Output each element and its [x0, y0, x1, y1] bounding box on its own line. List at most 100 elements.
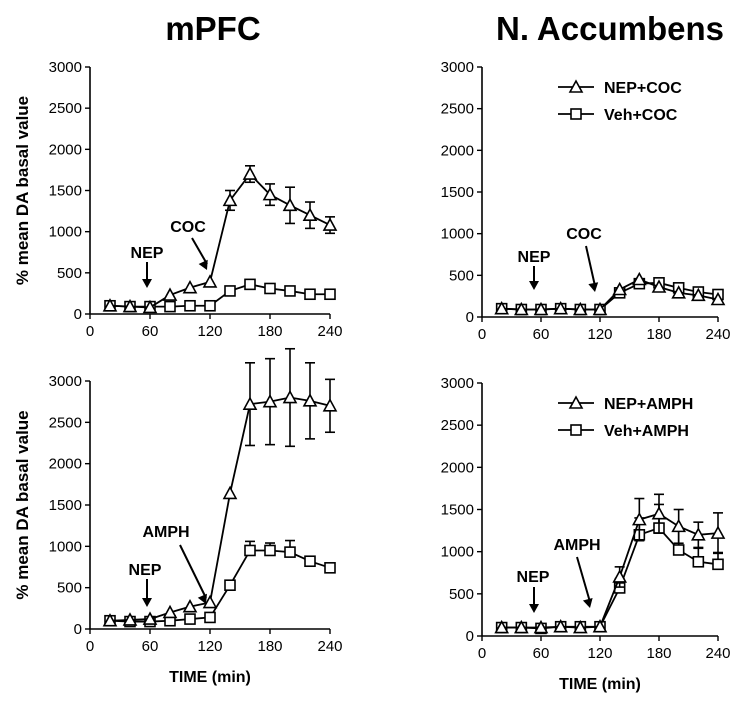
triangle-marker [631, 511, 647, 526]
x-tick-label: 0 [478, 326, 486, 343]
legend-triangle-marker [568, 79, 584, 93]
triangle-marker [282, 389, 298, 404]
annotation-arrow-head [529, 281, 539, 290]
annotation-label: AMPH [553, 537, 600, 554]
annotation-label: NEP [131, 245, 164, 262]
y-tick-label: 2000 [49, 141, 82, 158]
y-axis-label: % mean DA basal value [13, 96, 32, 285]
square-marker [244, 278, 256, 291]
legend-label: Veh+AMPH [604, 423, 689, 440]
annotation-nep: NEP [518, 249, 551, 290]
triangle-marker [553, 619, 569, 633]
y-tick-label: 1500 [49, 183, 82, 200]
series-triangle [102, 347, 338, 627]
annotation-arrow-head [582, 598, 593, 608]
annotation-label: COC [170, 219, 206, 236]
series-nep-amph [494, 493, 726, 634]
x-tick-label: 60 [142, 638, 159, 655]
y-tick-label: 2500 [49, 100, 82, 117]
series-nep-coc [494, 271, 726, 316]
legend: NEP+AMPH Veh+AMPH [558, 395, 693, 440]
x-axis-label: TIME (min) [169, 669, 251, 686]
triangle-marker [612, 569, 628, 583]
legend-label: NEP+COC [604, 80, 682, 97]
triangle-marker [710, 291, 726, 306]
triangle-marker [242, 166, 258, 180]
y-tick-label: 0 [466, 309, 474, 326]
panel-mPFC-cocaine: 0 500 1000 1500 2000 2500 3000 0 60 120 180 240 % me… [13, 59, 343, 340]
annotation-coc: COC [566, 226, 602, 292]
triangle-marker [102, 613, 118, 627]
legend: NEP+COC Veh+COC [558, 79, 682, 124]
triangle-marker [322, 398, 338, 412]
triangle-marker [222, 485, 238, 500]
series-square [104, 539, 336, 628]
triangle-marker [690, 287, 706, 302]
triangle-marker [671, 518, 687, 533]
triangle-marker [631, 271, 647, 286]
x-tick-label: 180 [646, 645, 671, 662]
x-axis-label: TIME (min) [559, 676, 641, 693]
triangle-marker [710, 525, 726, 539]
annotation-nep: NEP [131, 245, 164, 288]
series-triangle [102, 165, 338, 314]
panels: 0 500 1000 1500 2000 2500 3000 0 60 120 180 240 % me… [13, 59, 731, 693]
triangle-marker [572, 301, 588, 316]
square-marker [164, 300, 176, 313]
annotation-amph: AMPH [553, 537, 601, 608]
triangle-marker [592, 619, 608, 633]
series-line [109, 172, 331, 309]
series-line [109, 283, 330, 308]
y-tick-label: 1000 [441, 226, 474, 243]
triangle-marker [202, 594, 218, 609]
triangle-marker [322, 217, 338, 231]
triangle-marker [242, 396, 258, 410]
triangle-marker [651, 279, 667, 293]
triangle-marker [262, 393, 278, 408]
square-marker [324, 288, 336, 301]
x-tick-label: 60 [533, 326, 550, 343]
triangle-marker [671, 285, 687, 299]
triangle-marker [651, 506, 667, 520]
x-tick-label: 180 [646, 326, 671, 343]
x-tick-label: 0 [478, 645, 486, 662]
triangle-marker [102, 298, 118, 312]
panel-mPFC-amphetamine: 0 500 1000 1500 2000 2500 3000 0 60 120 180 240 % me… [13, 347, 343, 686]
triangle-marker [182, 599, 198, 613]
legend-triangle-marker [568, 395, 584, 409]
y-tick-label: 1000 [441, 544, 474, 561]
triangle-marker [572, 619, 588, 634]
annotation-coc: COC [170, 219, 208, 270]
annotation-nep: NEP [129, 562, 162, 607]
square-marker [204, 299, 216, 312]
triangle-marker [592, 301, 608, 316]
triangle-marker [162, 287, 178, 301]
y-tick-label: 1000 [49, 224, 82, 241]
triangle-marker [202, 274, 218, 288]
annotation-label: NEP [518, 249, 551, 266]
legend-square-marker [570, 424, 582, 436]
square-marker [692, 555, 705, 568]
x-tick-label: 120 [587, 326, 612, 343]
y-tick-label: 500 [57, 580, 82, 597]
y-tick-label: 0 [466, 628, 474, 645]
panel-NAc-amphetamine: 0 500 1000 1500 2000 2500 3000 0 60 120 180 240 TIME… [441, 375, 731, 693]
triangle-marker [494, 300, 510, 315]
annotation-label: NEP [517, 569, 550, 586]
title-n-accumbens: N. Accumbens [496, 10, 724, 47]
y-axis-label: % mean DA basal value [13, 410, 32, 599]
x-tick-label: 60 [533, 645, 550, 662]
y-tick-label: 0 [74, 306, 82, 323]
annotation-arrow-head [529, 604, 539, 613]
y-tick-label: 1500 [441, 502, 474, 519]
triangle-marker [513, 619, 529, 634]
triangle-marker [122, 612, 138, 626]
x-tick-label: 180 [257, 638, 282, 655]
triangle-marker [142, 299, 158, 314]
x-tick-label: 120 [197, 323, 222, 340]
y-tick-label: 3000 [49, 59, 82, 76]
square-marker [224, 285, 236, 297]
annotation-arrow-head [197, 593, 207, 604]
y-tick-label: 2000 [441, 459, 474, 476]
annotation-label: COC [566, 226, 602, 243]
